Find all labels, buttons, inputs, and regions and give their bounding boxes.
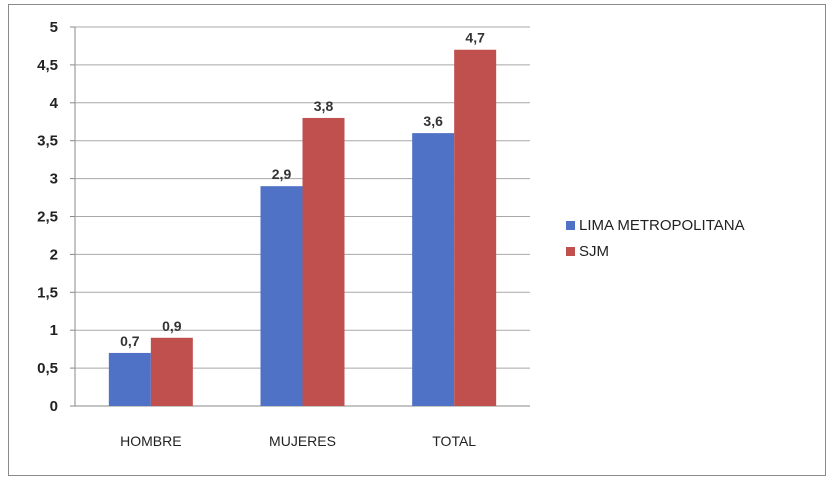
legend-swatch-sjm xyxy=(566,246,575,256)
bar xyxy=(454,49,497,407)
category-label: HOMBRE xyxy=(120,433,181,449)
y-tick-label: 2,5 xyxy=(37,209,58,226)
legend-swatch-lima xyxy=(566,220,575,230)
y-tick-label: 1,5 xyxy=(37,284,58,301)
y-tick-label: 4 xyxy=(50,95,59,112)
y-tick-label: 0,5 xyxy=(37,360,58,377)
data-label: 3,6 xyxy=(423,113,443,129)
bar xyxy=(302,117,345,407)
y-tick-label: 2 xyxy=(50,246,58,263)
category-label: TOTAL xyxy=(432,433,476,449)
y-tick-label: 4,5 xyxy=(37,57,58,74)
bar xyxy=(108,352,151,406)
legend-item-sjm: SJM xyxy=(566,240,745,262)
data-label: 2,9 xyxy=(272,166,292,182)
legend-label-lima: LIMA METROPOLITANA xyxy=(579,216,745,234)
legend: LIMA METROPOLITANA SJM xyxy=(566,214,745,266)
y-tick-label: 0 xyxy=(50,398,58,415)
legend-item-lima: LIMA METROPOLITANA xyxy=(566,214,745,236)
y-tick-label: 3 xyxy=(50,171,58,188)
category-label: MUJERES xyxy=(269,433,336,449)
data-label: 0,9 xyxy=(162,318,182,334)
bar xyxy=(150,337,193,406)
y-tick-label: 5 xyxy=(50,19,58,36)
bars xyxy=(108,49,497,407)
legend-label-sjm: SJM xyxy=(579,242,609,260)
data-label: 3,8 xyxy=(314,98,334,114)
labels: 0 0,5 1 1,5 2 2,5 3 3,5 4 4,5 5 0,7 0,9 HOMBRE 2,9 3,8 M… xyxy=(37,19,485,449)
bar xyxy=(260,186,303,406)
data-label: 4,7 xyxy=(465,30,485,46)
bar xyxy=(412,133,455,406)
data-label: 0,7 xyxy=(120,333,140,349)
y-tick-label: 3,5 xyxy=(37,133,58,150)
y-tick-label: 1 xyxy=(50,322,58,339)
